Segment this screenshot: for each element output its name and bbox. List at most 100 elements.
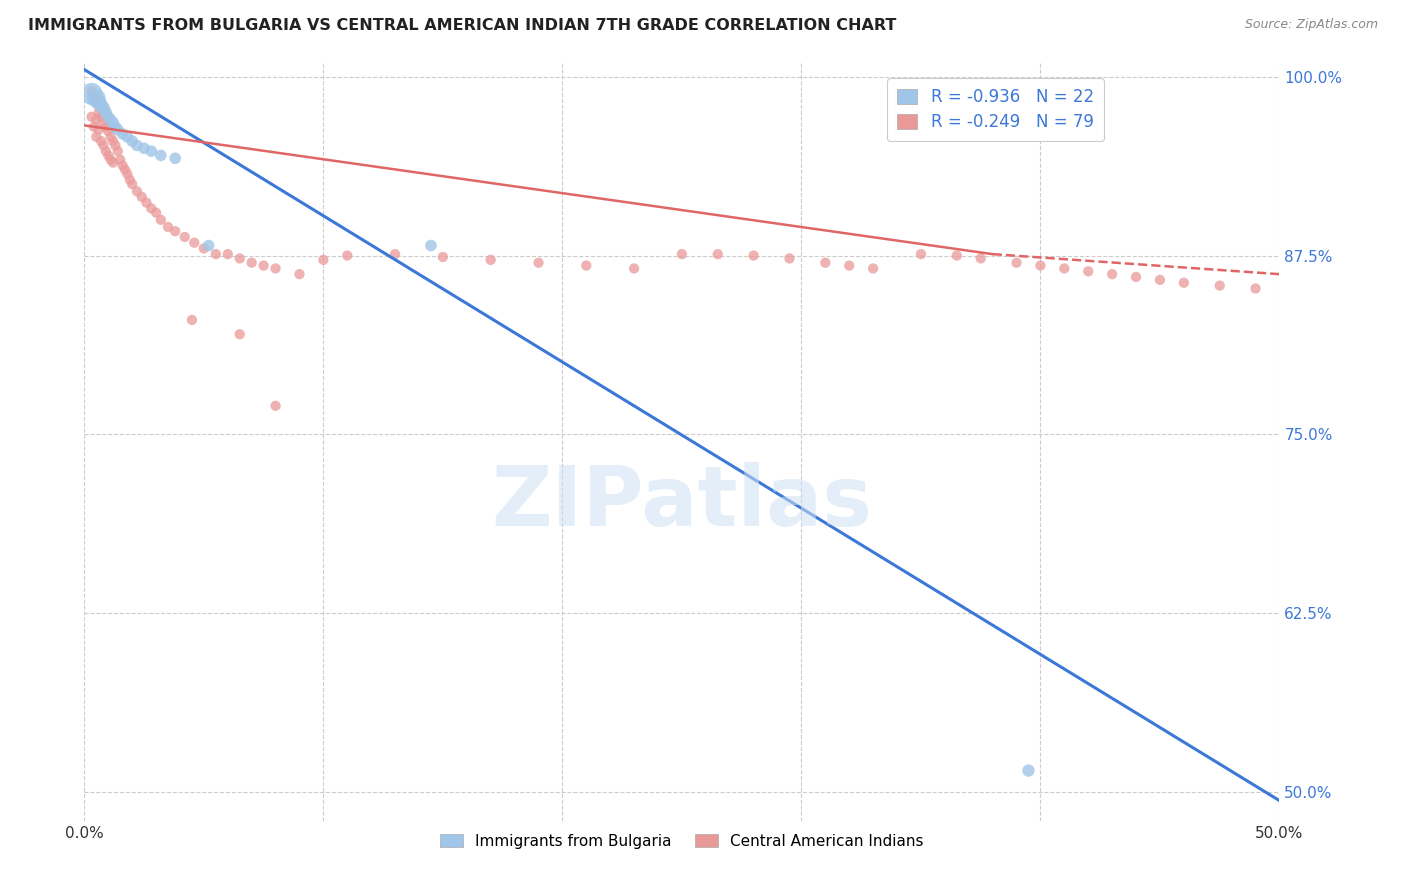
- Point: [135, 195, 157, 210]
- Point: [1209, 278, 1232, 293]
- Point: [132, 141, 156, 155]
- Point: [87, 95, 110, 110]
- Point: [240, 256, 263, 270]
- Point: [93, 138, 115, 153]
- Point: [121, 177, 143, 191]
- Point: [107, 122, 129, 136]
- Point: [90, 110, 112, 124]
- Point: [87, 122, 110, 136]
- Point: [1005, 256, 1028, 270]
- Point: [742, 249, 765, 263]
- Point: [94, 120, 117, 134]
- Point: [107, 144, 129, 158]
- Point: [117, 129, 139, 144]
- Point: [479, 252, 502, 267]
- Point: [90, 134, 112, 148]
- Point: [432, 250, 454, 264]
- Point: [86, 129, 108, 144]
- Point: [97, 110, 120, 124]
- Point: [970, 252, 993, 266]
- Text: IMMIGRANTS FROM BULGARIA VS CENTRAL AMERICAN INDIAN 7TH GRADE CORRELATION CHART: IMMIGRANTS FROM BULGARIA VS CENTRAL AMER…: [28, 18, 897, 33]
- Point: [131, 190, 153, 204]
- Point: [205, 247, 228, 261]
- Point: [336, 249, 359, 263]
- Point: [838, 259, 860, 273]
- Point: [575, 259, 598, 273]
- Point: [80, 84, 103, 98]
- Point: [83, 120, 105, 134]
- Point: [145, 205, 167, 219]
- Point: [114, 162, 136, 177]
- Point: [253, 259, 276, 273]
- Point: [86, 91, 108, 105]
- Point: [118, 173, 141, 187]
- Point: [420, 238, 443, 252]
- Point: [527, 256, 550, 270]
- Point: [125, 184, 148, 198]
- Point: [910, 247, 932, 261]
- Point: [149, 148, 172, 162]
- Point: [229, 252, 252, 266]
- Text: ZIPatlas: ZIPatlas: [492, 462, 872, 542]
- Point: [384, 247, 406, 261]
- Point: [100, 153, 122, 167]
- Point: [121, 134, 143, 148]
- Point: [229, 327, 252, 342]
- Point: [90, 98, 112, 112]
- Point: [183, 235, 205, 250]
- Point: [1018, 764, 1040, 778]
- Point: [83, 91, 105, 105]
- Point: [111, 158, 134, 172]
- Point: [86, 112, 108, 127]
- Point: [946, 249, 969, 263]
- Point: [104, 138, 127, 153]
- Point: [1101, 267, 1123, 281]
- Point: [181, 313, 204, 327]
- Point: [1053, 261, 1076, 276]
- Point: [217, 247, 239, 261]
- Point: [97, 124, 120, 138]
- Point: [671, 247, 693, 261]
- Point: [87, 105, 110, 120]
- Point: [1244, 281, 1267, 295]
- Point: [93, 115, 115, 129]
- Point: [264, 261, 287, 276]
- Point: [165, 224, 187, 238]
- Point: [101, 115, 124, 129]
- Point: [707, 247, 730, 261]
- Point: [288, 267, 311, 281]
- Point: [86, 95, 108, 110]
- Point: [1173, 276, 1195, 290]
- Point: [173, 230, 195, 244]
- Point: [110, 153, 132, 167]
- Point: [101, 155, 124, 169]
- Point: [104, 120, 127, 134]
- Point: [779, 252, 801, 266]
- Point: [101, 134, 124, 148]
- Point: [165, 151, 187, 165]
- Point: [111, 127, 134, 141]
- Point: [117, 167, 139, 181]
- Point: [100, 129, 122, 144]
- Point: [1029, 259, 1052, 273]
- Point: [1077, 264, 1099, 278]
- Legend: Immigrants from Bulgaria, Central American Indians: Immigrants from Bulgaria, Central Americ…: [434, 828, 929, 855]
- Point: [862, 261, 884, 276]
- Point: [1125, 270, 1147, 285]
- Point: [312, 252, 335, 267]
- Point: [264, 399, 287, 413]
- Point: [623, 261, 645, 276]
- Point: [100, 112, 122, 127]
- Point: [197, 238, 219, 252]
- Point: [149, 212, 172, 227]
- Point: [94, 144, 117, 158]
- Point: [94, 105, 117, 120]
- Point: [141, 144, 163, 158]
- Point: [1149, 273, 1171, 287]
- Text: Source: ZipAtlas.com: Source: ZipAtlas.com: [1244, 18, 1378, 31]
- Point: [97, 148, 120, 162]
- Point: [80, 110, 103, 124]
- Point: [193, 241, 215, 255]
- Point: [814, 256, 837, 270]
- Point: [80, 87, 103, 101]
